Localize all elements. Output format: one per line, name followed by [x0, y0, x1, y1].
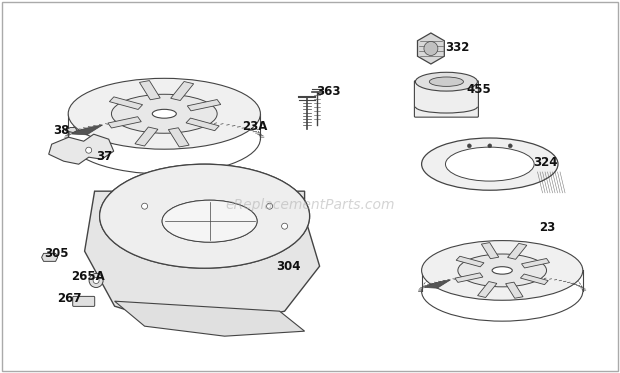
Ellipse shape: [422, 241, 583, 300]
Text: 324: 324: [533, 156, 558, 169]
Ellipse shape: [422, 138, 558, 190]
Text: 304: 304: [276, 260, 301, 273]
Text: 37: 37: [96, 150, 112, 163]
Ellipse shape: [153, 109, 176, 118]
Polygon shape: [506, 282, 523, 298]
Text: 23: 23: [539, 221, 556, 234]
Polygon shape: [49, 134, 113, 164]
Ellipse shape: [445, 147, 534, 181]
Circle shape: [267, 203, 273, 209]
Circle shape: [488, 144, 492, 148]
Polygon shape: [42, 253, 58, 261]
Text: 332: 332: [445, 41, 469, 54]
Polygon shape: [169, 128, 189, 147]
Polygon shape: [109, 97, 143, 109]
Polygon shape: [186, 118, 219, 131]
Circle shape: [281, 223, 288, 229]
Ellipse shape: [100, 164, 309, 268]
Ellipse shape: [100, 164, 309, 268]
Polygon shape: [455, 273, 483, 282]
Text: 455: 455: [466, 83, 491, 96]
Circle shape: [508, 144, 512, 148]
Ellipse shape: [415, 72, 477, 91]
Circle shape: [467, 144, 471, 148]
Text: 38: 38: [53, 124, 69, 137]
Polygon shape: [417, 33, 445, 64]
Polygon shape: [187, 100, 221, 111]
Circle shape: [86, 147, 92, 153]
Polygon shape: [71, 125, 102, 135]
Text: 305: 305: [45, 247, 69, 260]
Polygon shape: [115, 301, 304, 336]
Circle shape: [89, 273, 103, 288]
Polygon shape: [140, 81, 160, 100]
Ellipse shape: [429, 77, 464, 87]
Ellipse shape: [68, 78, 260, 149]
Polygon shape: [481, 242, 498, 259]
Text: 267: 267: [57, 292, 82, 305]
Polygon shape: [521, 258, 549, 268]
Text: 23A: 23A: [242, 120, 267, 133]
Polygon shape: [520, 274, 548, 285]
Ellipse shape: [492, 267, 512, 274]
Polygon shape: [84, 191, 319, 331]
Circle shape: [93, 278, 99, 283]
Ellipse shape: [162, 200, 257, 242]
Circle shape: [424, 41, 438, 56]
FancyBboxPatch shape: [73, 297, 95, 306]
FancyBboxPatch shape: [414, 81, 479, 117]
Text: eReplacementParts.com: eReplacementParts.com: [225, 198, 395, 212]
Polygon shape: [424, 280, 450, 288]
Polygon shape: [108, 117, 141, 128]
Polygon shape: [65, 128, 77, 132]
Ellipse shape: [458, 254, 547, 287]
Polygon shape: [170, 82, 193, 100]
Ellipse shape: [112, 94, 217, 133]
Ellipse shape: [162, 200, 257, 242]
Polygon shape: [135, 127, 158, 146]
Polygon shape: [508, 243, 527, 259]
Text: 265A: 265A: [71, 270, 105, 283]
Circle shape: [141, 203, 148, 209]
Polygon shape: [456, 256, 484, 267]
Text: 363: 363: [316, 85, 341, 98]
Polygon shape: [477, 282, 497, 298]
